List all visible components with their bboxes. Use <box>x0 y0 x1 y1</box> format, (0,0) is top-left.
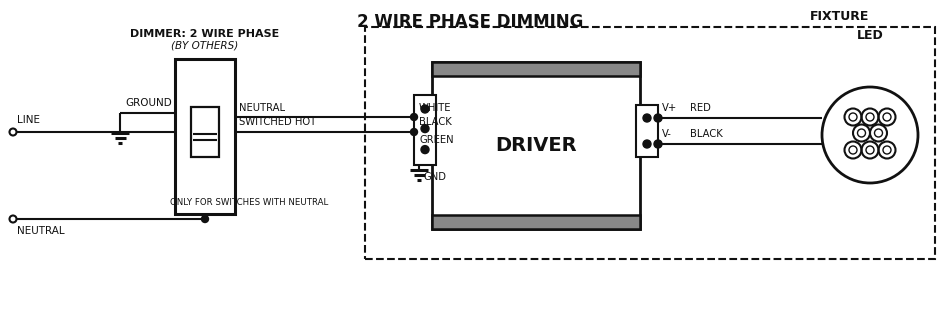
Circle shape <box>9 128 17 135</box>
Circle shape <box>421 125 429 133</box>
Text: RED: RED <box>690 103 711 113</box>
Text: ONLY FOR SWITCHES WITH NEUTRAL: ONLY FOR SWITCHES WITH NEUTRAL <box>170 198 328 207</box>
Bar <box>365 27 935 259</box>
Bar <box>432 62 640 229</box>
Text: WHITE: WHITE <box>419 103 451 113</box>
Circle shape <box>9 216 17 223</box>
Text: SWITCHED HOT: SWITCHED HOT <box>239 117 316 127</box>
Text: NEUTRAL: NEUTRAL <box>17 226 65 236</box>
Text: GND: GND <box>424 172 447 182</box>
Text: BLACK: BLACK <box>690 129 723 139</box>
Circle shape <box>654 140 662 148</box>
Text: LED: LED <box>856 29 884 42</box>
Circle shape <box>201 216 209 223</box>
Circle shape <box>654 114 662 122</box>
Text: V-: V- <box>662 129 672 139</box>
Text: GROUND: GROUND <box>125 98 172 108</box>
Text: 2 WIRE PHASE DIMMING: 2 WIRE PHASE DIMMING <box>357 13 583 31</box>
Bar <box>191 107 219 157</box>
Circle shape <box>421 105 429 113</box>
Circle shape <box>411 113 417 120</box>
Circle shape <box>643 140 651 148</box>
Text: DIMMER: 2 WIRE PHASE: DIMMER: 2 WIRE PHASE <box>131 29 279 39</box>
Text: GREEN: GREEN <box>419 135 454 145</box>
Text: NEUTRAL: NEUTRAL <box>239 103 285 113</box>
Circle shape <box>411 128 417 135</box>
Text: BLACK: BLACK <box>419 117 452 127</box>
Bar <box>175 59 235 214</box>
Text: V+: V+ <box>662 103 677 113</box>
Circle shape <box>421 146 429 154</box>
Bar <box>636 105 658 157</box>
Text: LINE: LINE <box>17 115 40 125</box>
Text: FIXTURE: FIXTURE <box>810 10 870 23</box>
Bar <box>414 95 436 165</box>
Circle shape <box>643 114 651 122</box>
Text: DRIVER: DRIVER <box>495 136 577 155</box>
Text: (BY OTHERS): (BY OTHERS) <box>171 40 239 50</box>
Bar <box>432 62 640 76</box>
Bar <box>432 215 640 229</box>
